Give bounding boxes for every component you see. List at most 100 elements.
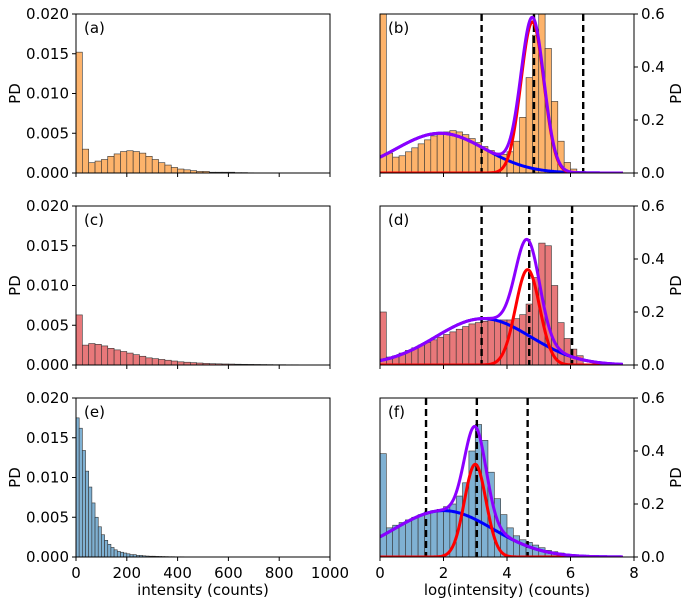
histogram-bar (120, 551, 124, 557)
histogram-bar (443, 131, 451, 173)
panel-label: (e) (84, 403, 105, 421)
histogram-bar (424, 342, 432, 365)
y-tick-label: 0.0 (641, 356, 665, 374)
plot-area (380, 398, 624, 557)
x-tick-label: 0 (375, 564, 385, 582)
histogram-bar (411, 516, 419, 557)
histogram-bar (94, 516, 99, 557)
y-tick-label: 0.010 (26, 85, 69, 103)
histogram-bar (398, 522, 406, 557)
histogram-bar (145, 156, 153, 173)
histogram-bar (170, 167, 178, 173)
y-tick-label: 0.000 (26, 548, 69, 566)
panel-label: (d) (388, 211, 409, 229)
histogram-bar (164, 359, 172, 365)
plot-area (76, 51, 255, 173)
histogram-bar (443, 506, 451, 557)
histogram-bar (462, 326, 470, 365)
y-tick-label: 0.4 (641, 250, 665, 268)
y-tick-label: 0.0 (641, 164, 665, 182)
y-tick-label: 0.000 (26, 164, 69, 182)
histogram-bar (82, 450, 86, 557)
histogram-bar (132, 354, 140, 365)
histogram-bar (116, 551, 121, 557)
histogram-bar (170, 360, 178, 365)
y-tick-label: 0.015 (26, 45, 69, 63)
histogram-bar (126, 352, 134, 365)
y-axis-label: PD (6, 467, 24, 488)
y-tick-label: 0.020 (26, 5, 69, 23)
y-tick-label: 0.015 (26, 429, 69, 447)
x-tick-label: 400 (163, 564, 192, 582)
x-tick-label: 2 (439, 564, 449, 582)
histogram-bar (443, 334, 451, 365)
plot-area (76, 314, 299, 365)
y-tick-label: 0.2 (641, 111, 665, 129)
y-tick-label: 0.010 (26, 277, 69, 295)
histogram-bar (82, 148, 89, 173)
histogram-bar (107, 543, 112, 557)
y-tick-label: 0.6 (641, 389, 665, 407)
histogram-bar (436, 336, 444, 365)
histogram-bar (139, 355, 147, 365)
histogram-bar (145, 357, 153, 365)
panel-b: 0.0 0.2 0.4 0.6 PD (b) (379, 5, 685, 182)
y-tick-label: 0.010 (26, 469, 69, 487)
histogram-bar (513, 318, 520, 365)
histogram-bar (386, 152, 394, 173)
y-tick-label: 0.2 (641, 303, 665, 321)
y-axis-label: PD (6, 275, 24, 296)
panel-f: 0.0 0.2 0.4 0.6 0 2 4 6 8 PD log(intensity) (count… (375, 389, 685, 599)
histogram-bar (164, 164, 172, 173)
y-tick-label: 0.020 (26, 197, 69, 215)
histogram-bar (113, 549, 118, 557)
histogram-bar (120, 151, 128, 173)
histogram-bar (158, 162, 166, 173)
histogram-bar (487, 319, 495, 365)
histogram-bar (177, 168, 185, 173)
histogram-bar (113, 153, 121, 173)
x-tick-label: 800 (265, 564, 294, 582)
plot-area (380, 206, 624, 365)
histogram-bar (411, 147, 419, 173)
x-tick-label: 8 (629, 564, 639, 582)
y-tick-label: 0.015 (26, 237, 69, 255)
histogram-bar (82, 344, 89, 365)
histogram-bar (436, 508, 444, 557)
histogram-bar (78, 427, 83, 557)
histogram-bar (424, 139, 432, 173)
histogram-bar (107, 156, 115, 173)
y-tick-label: 0.2 (641, 495, 665, 513)
histogram-bar (392, 156, 400, 173)
x-tick-label: 1000 (311, 564, 349, 582)
histogram-bar (563, 338, 571, 365)
histogram-bar (405, 519, 413, 557)
histogram-bar (158, 359, 166, 365)
histogram-bar (436, 132, 444, 173)
panel-e: 0.000 0.005 0.010 0.015 0.020 0 200 400 600 800 10… (6, 389, 349, 599)
histogram-bar (513, 140, 520, 173)
histogram-bar (88, 486, 93, 557)
histogram-bar (104, 540, 109, 557)
x-axis-label: intensity (counts) (137, 581, 269, 599)
histogram-bar (76, 51, 83, 173)
axes-frame (75, 13, 331, 174)
histogram-bar (449, 331, 457, 365)
x-axis-label: log(intensity) (counts) (424, 581, 590, 599)
y-axis-label: PD (667, 275, 685, 296)
histogram-bar (126, 150, 134, 173)
panel-label: (a) (84, 19, 105, 37)
x-tick-label: 600 (214, 564, 243, 582)
y-tick-label: 0.005 (26, 124, 69, 142)
x-tick-label: 6 (566, 564, 576, 582)
histogram-bar (417, 344, 425, 365)
histogram-bar (455, 328, 463, 365)
histogram-bar (101, 345, 109, 365)
histogram-bar (151, 358, 159, 365)
narrow-gaussian-curve (380, 268, 624, 365)
panel-a: 0.000 0.005 0.010 0.015 0.020 PD (a) (6, 5, 331, 182)
panel-label: (f) (388, 403, 405, 421)
histogram-bar (557, 322, 565, 365)
y-tick-label: 0.4 (641, 58, 665, 76)
histogram-bar (380, 14, 387, 173)
